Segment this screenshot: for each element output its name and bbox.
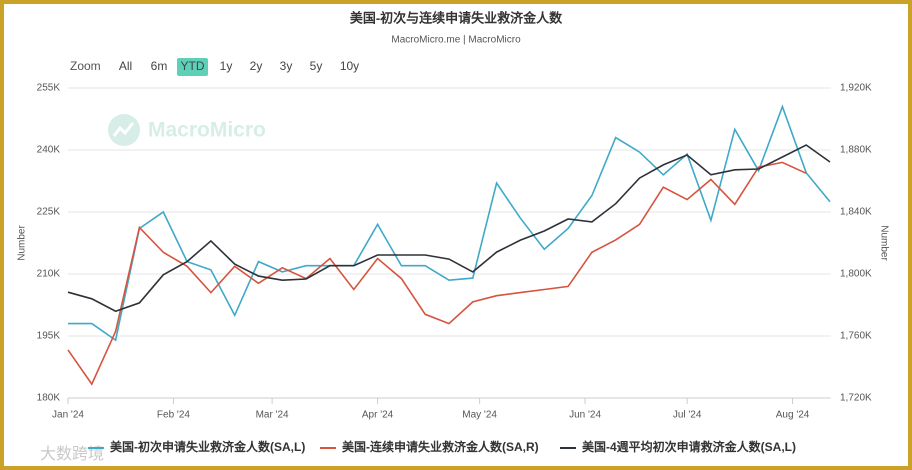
y-tick-label: 225K — [37, 207, 61, 218]
x-tick-label: Apr '24 — [362, 410, 394, 421]
x-tick-label: Jan '24 — [52, 410, 84, 421]
y2-tick-label: 1,840K — [840, 207, 872, 218]
zoom-button[interactable]: 10y — [340, 59, 359, 73]
zoom-button[interactable]: 6m — [151, 59, 168, 73]
y2-tick-label: 1,880K — [840, 145, 872, 156]
watermark: MacroMicro — [148, 119, 266, 142]
y-tick-label: 210K — [37, 269, 61, 280]
y2-tick-label: 1,800K — [840, 269, 872, 280]
x-tick-label: Jun '24 — [569, 410, 601, 421]
legend-label[interactable]: 美国-初次申请失业救济金人数(SA,L) — [110, 439, 305, 454]
zoom-button[interactable]: 1y — [220, 59, 233, 73]
x-tick-label: Mar '24 — [256, 410, 289, 421]
chart-title: 美国-初次与连续申请失业救济金人数 — [350, 10, 563, 25]
zoom-button[interactable]: YTD — [181, 59, 205, 73]
y-tick-label: 195K — [37, 331, 61, 342]
zoom-button[interactable]: 3y — [280, 59, 293, 73]
chart-subtitle: MacroMicro.me | MacroMicro — [391, 35, 521, 46]
series-line — [67, 144, 831, 313]
series-line — [68, 104, 831, 342]
zoom-selected-bg — [177, 58, 208, 76]
y-tick-label: 180K — [37, 393, 61, 404]
zoom-button[interactable]: 5y — [310, 59, 323, 73]
y2-tick-label: 1,760K — [840, 331, 872, 342]
x-tick-label: Feb '24 — [157, 410, 190, 421]
y2-tick-label: 1,920K — [840, 83, 872, 94]
y-tick-label: 240K — [37, 145, 61, 156]
y-tick-label: 255K — [37, 83, 61, 94]
zoom-button[interactable]: All — [119, 59, 132, 73]
y-axis-title: Number — [17, 225, 28, 261]
zoom-label: Zoom — [70, 59, 101, 73]
y2-axis-title: Number — [878, 225, 889, 261]
legend-label[interactable]: 美国-4週平均初次申请救济金人数(SA,L) — [582, 439, 796, 454]
legend-label[interactable]: 美国-连续申请失业救济金人数(SA,R) — [342, 439, 539, 454]
watermark-logo — [108, 114, 140, 146]
zoom-button[interactable]: 2y — [250, 59, 263, 73]
x-tick-label: Jul '24 — [673, 410, 702, 421]
x-tick-label: May '24 — [462, 410, 497, 421]
series-line — [67, 161, 807, 386]
x-tick-label: Aug '24 — [776, 410, 810, 421]
y2-tick-label: 1,720K — [840, 393, 872, 404]
